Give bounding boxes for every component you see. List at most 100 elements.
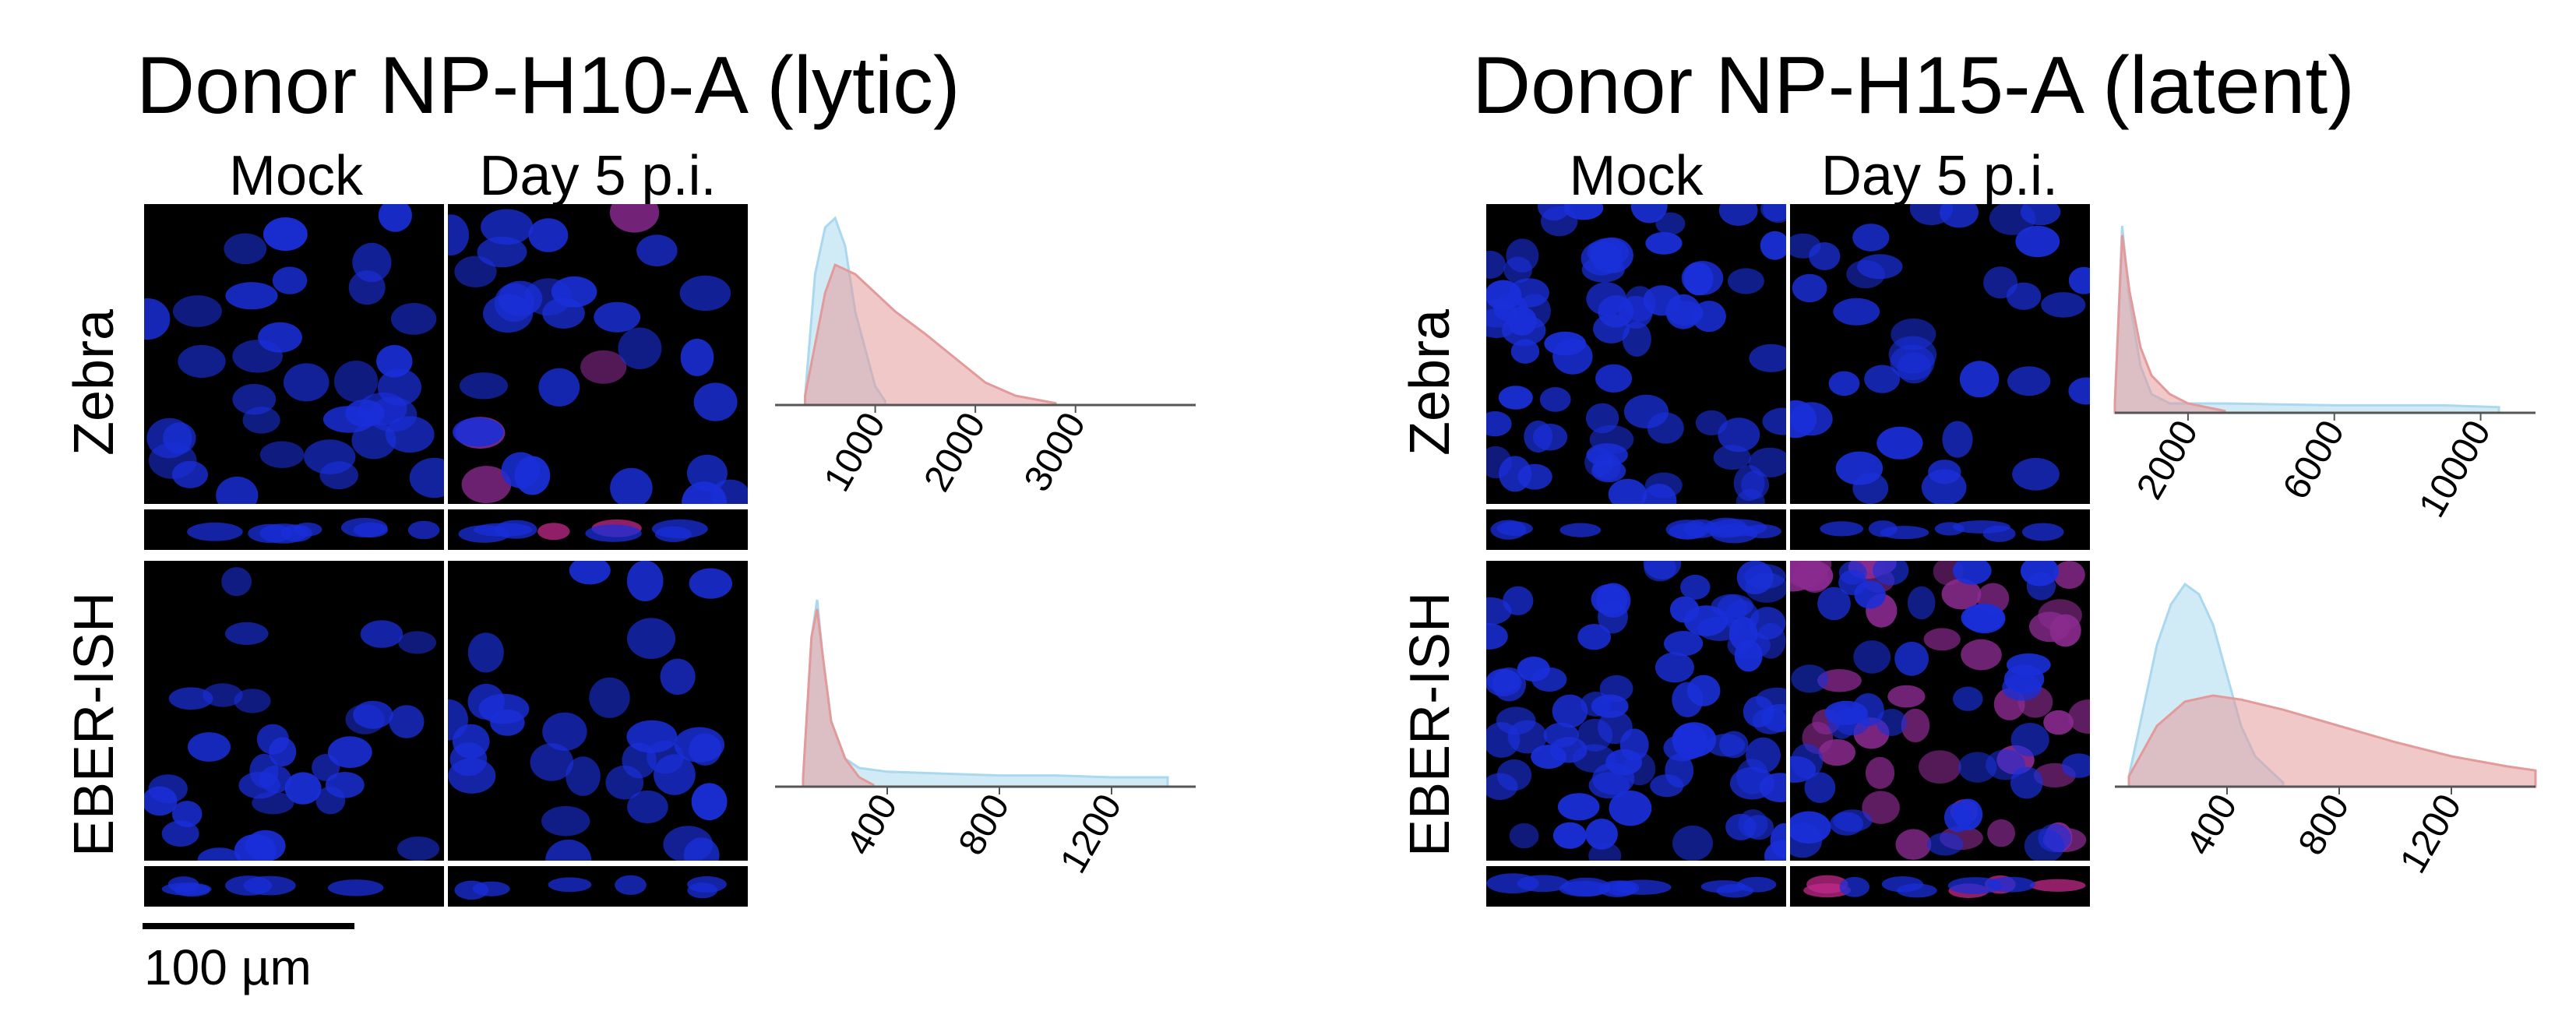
nucleus xyxy=(1595,364,1633,393)
nucleus xyxy=(1486,597,1512,625)
nucleus xyxy=(1552,694,1588,728)
nucleus xyxy=(1790,233,1821,259)
nucleus xyxy=(1654,652,1694,683)
nucleus xyxy=(304,439,356,474)
x-tick-label: 6000 xyxy=(2275,414,2352,506)
nucleus xyxy=(1762,407,1786,435)
nucleus xyxy=(541,805,590,837)
nucleus xyxy=(1907,586,1936,620)
nucleus xyxy=(345,399,385,428)
nucleus xyxy=(1943,802,1972,833)
nucleus xyxy=(334,361,379,403)
nucleus xyxy=(626,561,664,601)
nucleus xyxy=(490,709,525,736)
micrograph-left-eber-infected xyxy=(448,561,748,861)
nucleus xyxy=(396,837,440,861)
nucleus xyxy=(2006,282,2042,310)
nucleus xyxy=(1718,417,1760,453)
nucleus xyxy=(589,677,630,718)
nucleus xyxy=(1588,842,1622,861)
nucleus xyxy=(1531,667,1567,692)
nucleus xyxy=(1760,204,1786,222)
nucleus xyxy=(1502,315,1546,347)
infected-nucleus xyxy=(1961,639,2002,671)
nucleus xyxy=(315,786,346,815)
nucleus xyxy=(259,441,305,468)
nucleus xyxy=(389,705,425,738)
nucleus xyxy=(284,363,329,402)
histogram-left-eber: 400 800 1200 xyxy=(775,599,1196,880)
nucleus xyxy=(1854,580,1886,609)
zstack-nucleus xyxy=(585,524,642,542)
nucleus xyxy=(1650,774,1684,798)
nucleus xyxy=(1544,331,1587,356)
scale-bar xyxy=(143,923,354,929)
zstack-nucleus xyxy=(2029,879,2086,892)
infected-nucleus xyxy=(2043,710,2074,735)
left-row-eber-label: EBER-ISH xyxy=(63,591,125,857)
nucleus xyxy=(1894,641,1929,676)
nucleus xyxy=(390,303,437,335)
nucleus xyxy=(1503,256,1532,284)
nucleus xyxy=(2041,292,2086,318)
nucleus xyxy=(2068,266,2090,294)
nucleus xyxy=(448,699,468,741)
nucleus xyxy=(312,754,340,781)
nucleus xyxy=(1830,812,1864,836)
zstack-nucleus xyxy=(1700,880,1746,893)
nucleus xyxy=(679,275,731,312)
nucleus xyxy=(173,295,222,327)
infected-nucleus xyxy=(1865,756,1895,789)
zstack-nucleus xyxy=(1737,876,1777,893)
micrograph-right-eber-infected xyxy=(1790,561,2090,861)
zstack-right-eber-infected xyxy=(1790,866,2090,907)
nucleus xyxy=(1890,344,1935,381)
zstack-nucleus xyxy=(1559,523,1602,537)
nucleus xyxy=(1942,421,1973,458)
nucleus xyxy=(1539,387,1571,412)
nucleus xyxy=(1853,640,1891,674)
infected-nucleus xyxy=(1919,750,1961,784)
infected-nucleus xyxy=(1862,791,1900,824)
nucleus xyxy=(569,561,611,585)
nucleus xyxy=(477,236,527,268)
x-tick-label: 10000 xyxy=(2411,414,2499,524)
infected-nucleus xyxy=(1987,819,2015,847)
nucleus xyxy=(1664,631,1704,657)
nucleus xyxy=(224,233,267,265)
nucleus xyxy=(627,790,668,824)
nucleus xyxy=(551,276,597,308)
nucleus xyxy=(693,382,738,421)
right-row-zebra-label: Zebra xyxy=(1399,308,1461,456)
infected-nucleus xyxy=(609,204,660,233)
nucleus xyxy=(1876,426,1923,460)
nucleus xyxy=(530,743,574,781)
nucleus xyxy=(409,457,444,498)
nucleus xyxy=(1496,706,1536,735)
nucleus xyxy=(1486,411,1512,437)
nucleus xyxy=(1736,759,1769,794)
nucleus xyxy=(594,301,641,333)
histogram-series-0 xyxy=(2113,225,2500,414)
infected-nucleus xyxy=(1895,829,1932,860)
nucleus xyxy=(1672,825,1713,861)
x-tick-label: 400 xyxy=(2179,787,2246,862)
nucleus xyxy=(360,620,403,648)
right-figure-title: Donor NP-H15-A (latent) xyxy=(1472,41,2355,131)
nucleus xyxy=(1817,586,1851,621)
nucleus xyxy=(242,407,280,434)
nucleus xyxy=(1672,722,1717,758)
nucleus xyxy=(636,234,678,267)
nucleus xyxy=(1833,298,1880,326)
nucleus xyxy=(1552,822,1587,849)
nucleus xyxy=(528,218,569,252)
nucleus xyxy=(224,622,269,645)
nucleus xyxy=(1745,572,1786,603)
nucleus xyxy=(161,820,199,847)
histogram-left-zebra: 1000 2000 3000 xyxy=(775,216,1196,498)
nucleus xyxy=(1792,273,1827,303)
zstack-nucleus xyxy=(340,517,388,537)
nucleus xyxy=(1486,773,1518,801)
zstack-nucleus xyxy=(1982,525,2016,542)
nucleus xyxy=(1752,707,1786,734)
